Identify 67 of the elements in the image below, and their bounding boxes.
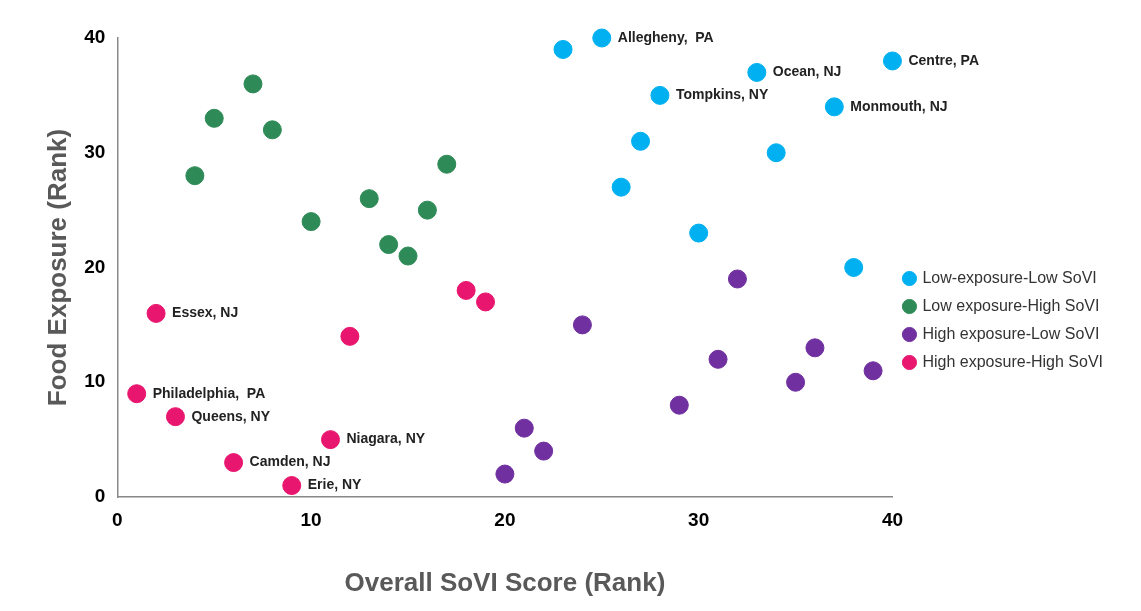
annotation: Tompkins, NY — [675, 86, 769, 103]
legend-label: High exposure-High SoVI — [922, 352, 1104, 370]
annotation: Niagara, NY — [346, 430, 426, 447]
point — [437, 154, 457, 174]
point — [456, 280, 476, 300]
annotation: Philadelphia, PA — [152, 384, 266, 401]
annotation: Centre, PA — [908, 51, 980, 68]
y-tick-label: 0 — [94, 485, 106, 507]
annotation: Essex, NJ — [172, 304, 239, 321]
y-tick-label: 10 — [84, 370, 106, 392]
point — [514, 418, 534, 438]
point — [282, 476, 302, 496]
x-tick-label: 20 — [494, 508, 516, 530]
point — [146, 303, 166, 323]
x-tick-label: 40 — [881, 508, 904, 530]
legend-label: Low-exposure-Low SoVI — [922, 268, 1097, 286]
point — [320, 430, 340, 450]
legend-label: Low exposure-High SoVI — [922, 296, 1100, 314]
y-tick-label: 40 — [84, 26, 106, 48]
point — [824, 97, 844, 117]
point — [379, 235, 399, 255]
point — [689, 223, 709, 243]
point — [572, 315, 592, 335]
x-tick-label: 0 — [112, 508, 123, 530]
point — [650, 85, 670, 105]
point — [359, 189, 379, 209]
point — [592, 28, 612, 48]
y-axis-title: Food Exposure (Rank) — [41, 128, 72, 407]
y-tick-label: 30 — [84, 140, 106, 162]
point — [340, 326, 360, 346]
annotation: Monmouth, NJ — [850, 97, 948, 114]
point — [669, 395, 689, 415]
point — [805, 338, 825, 358]
annotation: Queens, NY — [191, 407, 271, 424]
point — [766, 143, 786, 163]
point — [863, 361, 883, 381]
point — [534, 441, 554, 461]
point — [553, 39, 573, 59]
x-tick-label: 10 — [300, 508, 322, 530]
point — [243, 74, 263, 94]
point — [476, 292, 496, 312]
legend-label: High exposure-Low SoVI — [922, 324, 1100, 342]
x-tick-label: 30 — [688, 508, 710, 530]
y-tick-label: 20 — [84, 255, 106, 277]
point — [204, 108, 224, 128]
point — [708, 349, 728, 369]
point — [127, 384, 147, 404]
point — [844, 258, 864, 277]
point — [262, 120, 282, 140]
point — [495, 464, 515, 484]
point — [882, 51, 902, 71]
x-axis-title: Overall SoVI Score (Rank) — [344, 566, 666, 597]
point — [301, 212, 321, 232]
annotation: Allegheny, PA — [617, 28, 714, 45]
point — [417, 200, 437, 220]
point — [727, 269, 747, 289]
point — [786, 372, 806, 392]
point — [185, 166, 205, 186]
point — [165, 407, 185, 427]
annotation: Camden, NJ — [249, 453, 331, 470]
point — [747, 62, 767, 82]
annotation: Erie, NY — [307, 476, 363, 493]
point — [224, 453, 244, 473]
point — [631, 131, 651, 151]
point — [611, 177, 631, 197]
point — [398, 246, 418, 266]
annotation: Ocean, NJ — [772, 63, 842, 80]
